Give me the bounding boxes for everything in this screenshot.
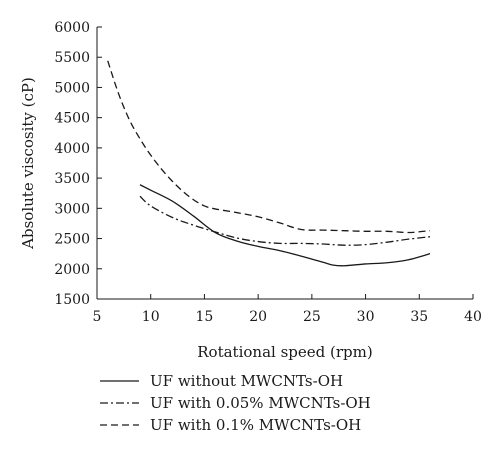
x-tick-label: 10 [142,309,160,325]
y-tick-label: 5000 [54,80,90,96]
x-ticks: 5 10 15 20 25 30 35 40 [93,294,482,325]
x-tick-label: 25 [303,309,321,325]
y-tick-label: 2500 [54,232,90,248]
y-tick-label: 1500 [54,292,90,308]
x-tick-label: 20 [249,309,267,325]
y-ticks: 1500 2000 2500 3000 3500 4000 4500 5000 5500 6000 [54,20,102,308]
y-tick-label: 3500 [54,171,90,187]
y-tick-label: 3000 [54,201,90,217]
series-line-uf-with-0-05-mwcnts-oh [139,195,431,246]
series-line-uf-without-mwcnts-oh [139,184,431,267]
y-tick-label: 2000 [54,262,90,278]
axes [96,27,473,300]
x-axis-title: Rotational speed (rpm) [197,343,372,361]
y-axis-title: Absolute viscosity (cP) [19,77,37,250]
y-tick-label: 4500 [54,111,90,127]
x-tick-label: 35 [410,309,428,325]
series-line-uf-with-0-1-mwcnts-oh [107,60,431,234]
x-tick-label: 40 [464,309,482,325]
legend-label: UF without MWCNTs-OH [150,372,343,390]
y-tick-label: 6000 [54,20,90,36]
legend-label: UF with 0.05% MWCNTs-OH [150,394,371,412]
x-tick-label: 30 [357,309,375,325]
series-lines [107,60,431,267]
legend-label: UF with 0.1% MWCNTs-OH [150,416,361,434]
legend: UF without MWCNTs-OH UF with 0.05% MWCNTs… [100,372,371,434]
x-tick-label: 15 [196,309,214,325]
y-tick-label: 5500 [54,50,90,66]
y-tick-label: 4000 [54,141,90,157]
x-tick-label: 5 [93,309,102,325]
